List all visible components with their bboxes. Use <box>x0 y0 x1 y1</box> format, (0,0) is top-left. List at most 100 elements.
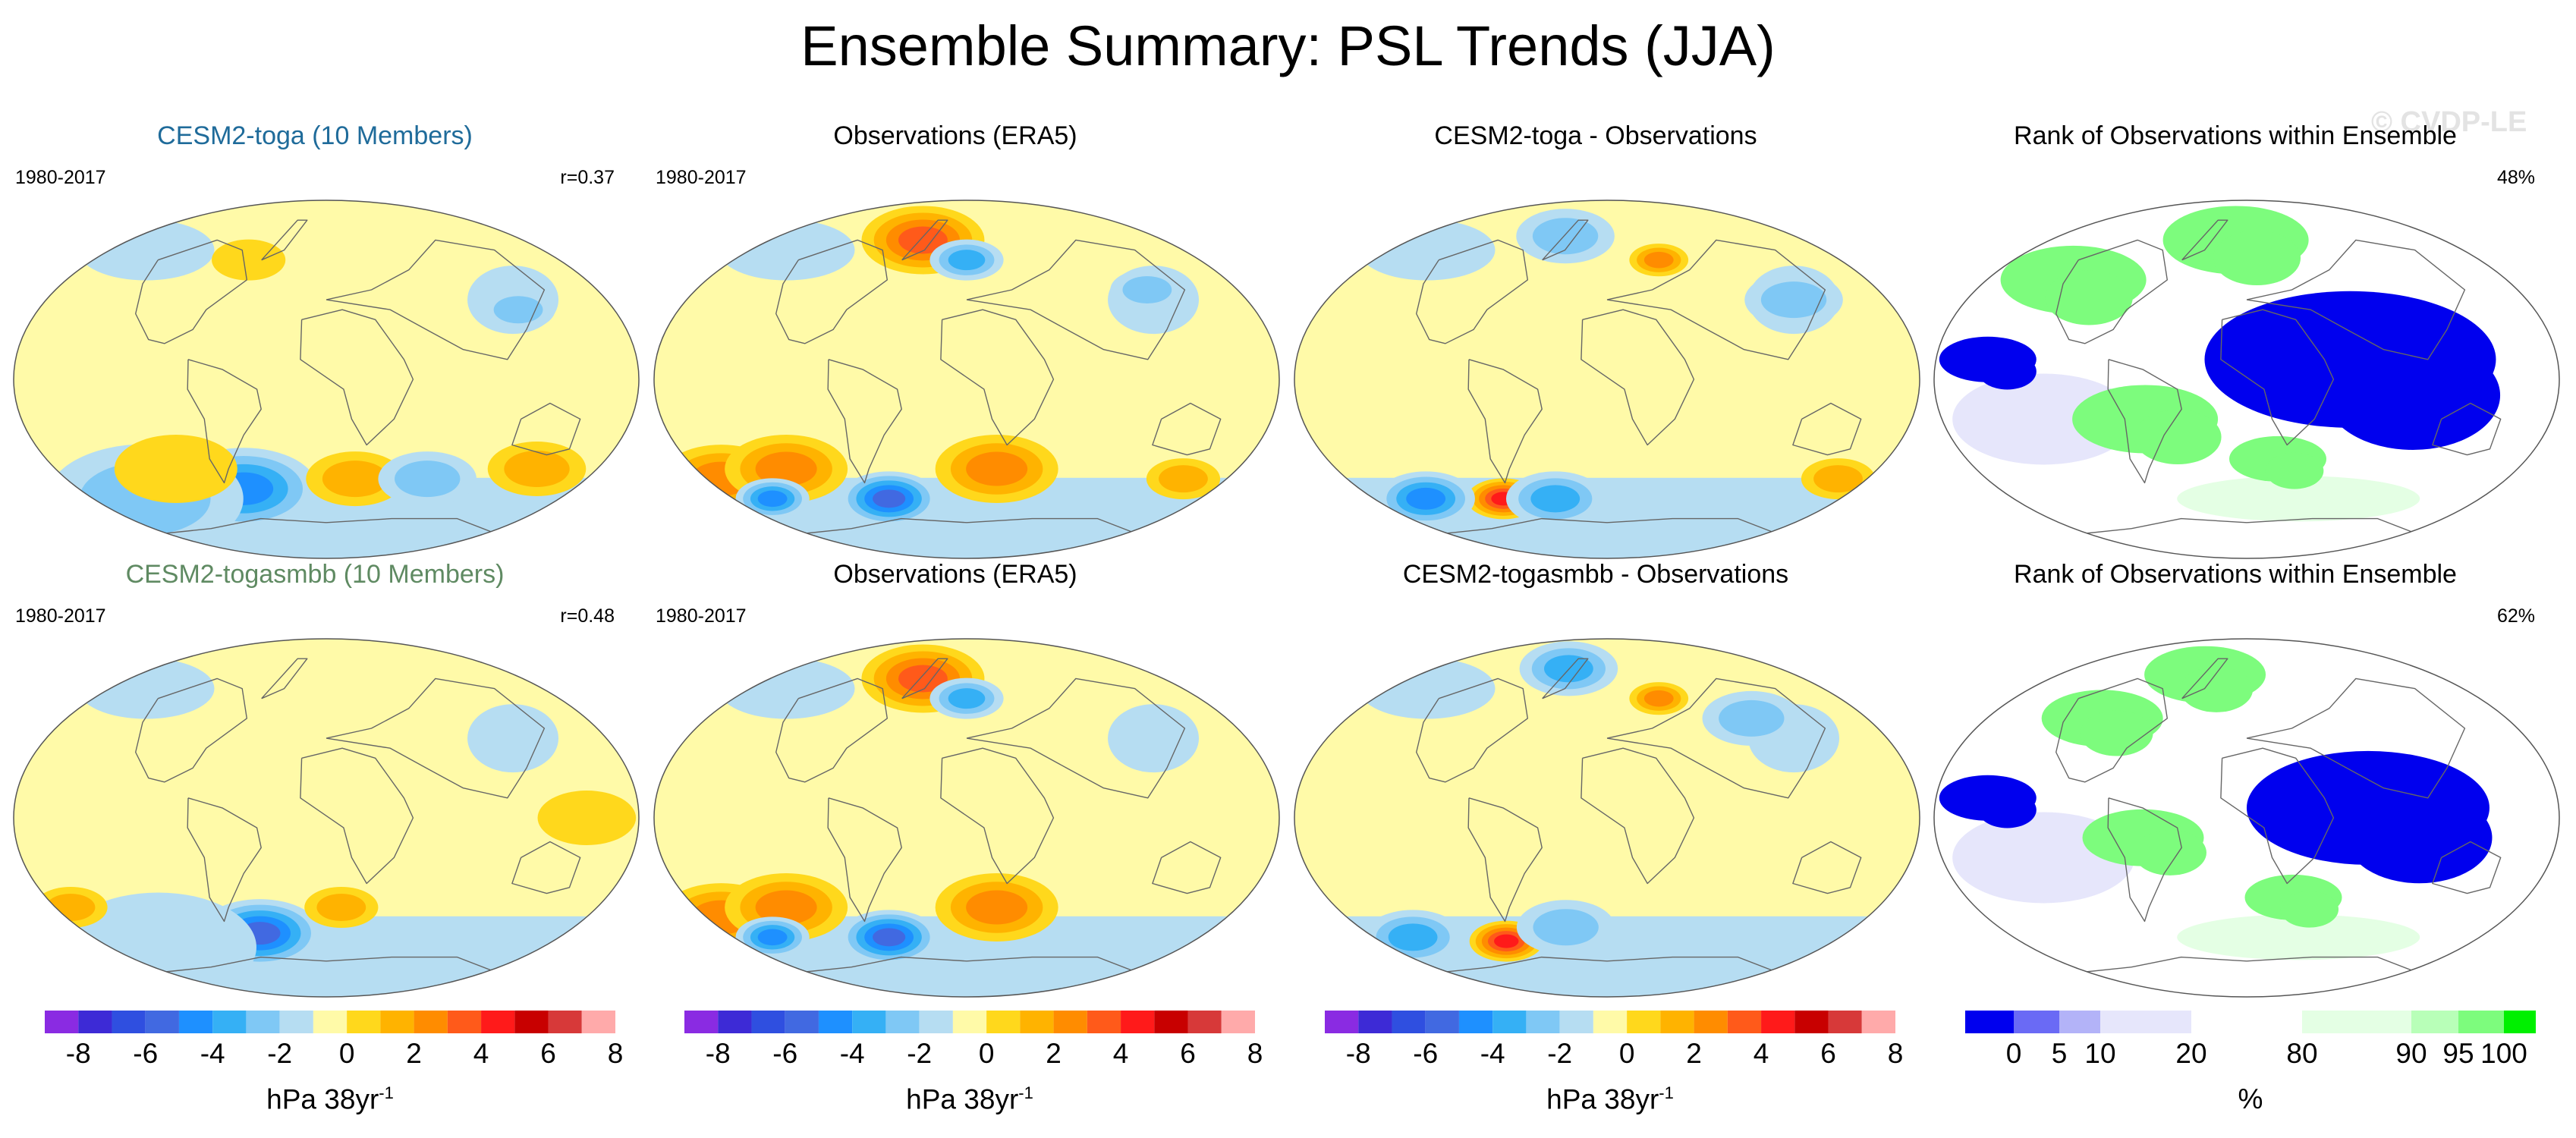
colorbar-tick-label: 0 <box>1618 1038 1635 1069</box>
colorbar-tick-label: 4 <box>473 1038 489 1069</box>
colorbar-tick-label: 6 <box>1820 1038 1836 1069</box>
colorbar-tick-label: 2 <box>1686 1038 1702 1069</box>
map-border <box>1933 200 2560 559</box>
trend-contour <box>114 435 237 503</box>
rank-field <box>1934 200 2559 558</box>
trend-contour <box>1760 281 1827 319</box>
colorbar-swatch <box>380 1011 414 1033</box>
colorbar-tick-label: 10 <box>2084 1038 2116 1069</box>
trend-colorbar: -8 -6 -4 -2 0 2 4 6 8 hPa 38yr-1 <box>42 1009 623 1138</box>
colorbar-swatch <box>1593 1011 1628 1033</box>
trend-contour <box>1719 699 1785 737</box>
period-label: 1980-2017 <box>656 605 747 627</box>
trend-contour <box>948 250 986 271</box>
units-text: hPa 38yr <box>906 1083 1019 1115</box>
colorbar-swatch <box>986 1011 1021 1033</box>
trend-contour <box>1406 487 1446 510</box>
colorbar-swatch <box>1794 1011 1829 1033</box>
colorbar-tick-label: 20 <box>2175 1038 2207 1069</box>
trend-contour <box>504 451 570 487</box>
colorbar-tick-label: 2 <box>406 1038 422 1069</box>
trend-contour <box>46 894 96 921</box>
watermark: © CVDP-LE <box>2371 106 2527 138</box>
units-text: hPa 38yr <box>1546 1083 1659 1115</box>
coastlines <box>2055 219 2502 536</box>
colorbar-tick-label: -2 <box>1547 1038 1573 1069</box>
trend-map <box>653 200 1280 559</box>
colorbar-units: % <box>2238 1083 2263 1114</box>
colorbar-tick-label: -2 <box>267 1038 293 1069</box>
trend-contour <box>1530 485 1581 513</box>
map-panel: CESM2-toga - Observations <box>1281 121 1920 569</box>
trend-blob <box>1358 658 1496 719</box>
colorbar-tick-label: -8 <box>65 1038 91 1069</box>
colorbar-units: hPa 38yr-1 <box>681 1083 1258 1115</box>
trend-contour <box>757 490 788 508</box>
rank-percent-label: 48% <box>2496 167 2535 188</box>
panel-title: Observations (ERA5) <box>833 121 1077 150</box>
trend-contour <box>898 226 948 254</box>
map-panel: Rank of Observations within Ensemble 48% <box>1920 121 2560 569</box>
rank-region <box>2265 452 2324 489</box>
colorbar-tick-label: 90 <box>2395 1038 2427 1069</box>
trend-contour <box>493 296 543 324</box>
colorbar-swatch <box>1325 1011 1359 1033</box>
colorbar-swatch <box>1660 1011 1694 1033</box>
trend-contour <box>537 791 637 845</box>
trend-contour <box>395 461 461 498</box>
map-panel: CESM2-toga (10 Members) 1980-2017 r=0.37 <box>0 121 640 569</box>
colorbar-tick-label: -4 <box>1480 1038 1505 1069</box>
main-title: Ensemble Summary: PSL Trends (JJA) <box>800 14 1776 77</box>
trend-contour <box>1532 218 1599 255</box>
colorbar-units: hPa 38yr-1 <box>1322 1083 1898 1115</box>
map-border <box>653 638 1280 998</box>
coastlines <box>135 658 581 974</box>
trend-contour <box>1122 276 1172 303</box>
trend-map <box>1294 638 1920 998</box>
map-field <box>654 639 1279 997</box>
rank-patch <box>2177 476 2420 522</box>
trend-blob <box>77 219 215 281</box>
map-border <box>653 200 1280 559</box>
colorbar-tick-label: 95 <box>2442 1038 2474 1069</box>
colorbar-swatch <box>1694 1011 1728 1033</box>
map-panel: CESM2-togasmbb - Observations <box>1281 560 1920 1008</box>
colorbar-tick-label: 4 <box>1112 1038 1129 1069</box>
panel-title: Observations (ERA5) <box>833 560 1077 589</box>
colorbar-swatch <box>1727 1011 1762 1033</box>
units-exponent: -1 <box>1659 1083 1674 1102</box>
panel-title: CESM2-toga (10 Members) <box>157 121 473 150</box>
map-field <box>14 639 639 997</box>
rank-region <box>2346 792 2493 884</box>
colorbar-swatch <box>2302 1011 2411 1033</box>
colorbar-swatch <box>414 1011 448 1033</box>
trend-contour <box>322 461 388 498</box>
trend-contour <box>898 665 948 693</box>
coastlines <box>775 658 1222 974</box>
colorbar-swatch <box>514 1011 549 1033</box>
units-exponent: -1 <box>379 1083 394 1102</box>
trend-contour <box>755 451 817 486</box>
colorbar-swatch <box>112 1011 146 1033</box>
colorbar-swatch <box>2191 1011 2302 1033</box>
trend-colorbar: -8 -6 -4 -2 0 2 4 6 8 hPa 38yr-1 <box>1322 1009 1903 1138</box>
trend-contour <box>757 929 788 946</box>
colorbar-tick-label: 5 <box>2051 1038 2068 1069</box>
map-border <box>13 200 640 559</box>
panel-title: CESM2-toga - Observations <box>1434 121 1757 150</box>
colorbar-tick-label: -6 <box>772 1038 798 1069</box>
rank-region <box>1978 791 2037 828</box>
colorbar-swatch <box>1053 1011 1087 1033</box>
map-panel: Observations (ERA5) 1980-2017 <box>640 560 1280 1008</box>
colorbar-swatch <box>885 1011 920 1033</box>
trend-contour <box>212 239 286 281</box>
rank-region <box>1978 353 2037 390</box>
trend-blob <box>77 658 215 719</box>
rank-region <box>2080 710 2153 756</box>
trend-contour <box>1643 251 1674 269</box>
coastlines <box>1416 658 1862 974</box>
colorbar-swatch <box>347 1011 381 1033</box>
colorbar-tick-label: 6 <box>1180 1038 1196 1069</box>
trend-contour <box>1533 909 1599 946</box>
colorbar-tick-label: 0 <box>978 1038 995 1069</box>
